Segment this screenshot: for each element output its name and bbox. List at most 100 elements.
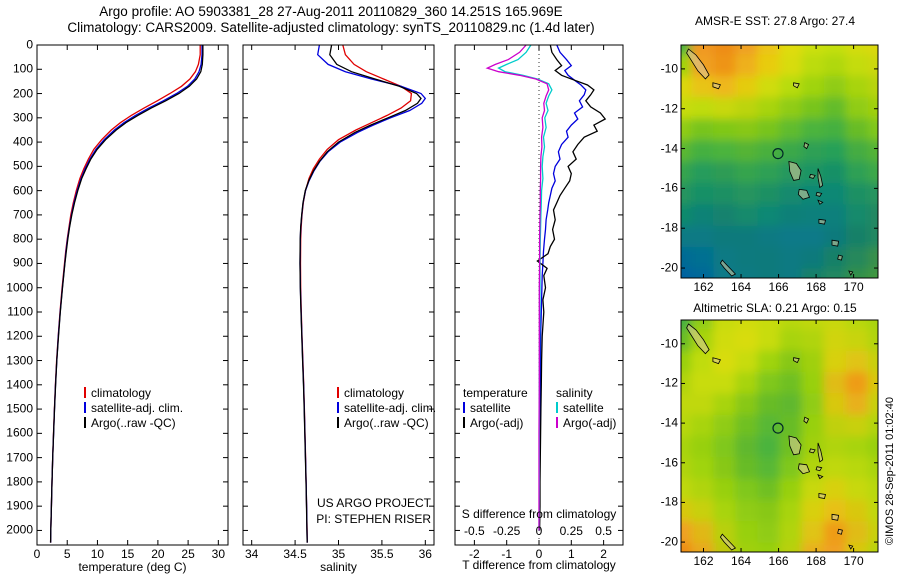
- tick-label: 200: [12, 86, 33, 101]
- satellite-t-line-marker: [463, 402, 465, 413]
- tick-label: 34.5: [283, 547, 307, 561]
- argo-position-marker: [772, 148, 784, 160]
- legend-label: Argo(-adj): [563, 416, 617, 430]
- island-outline: [712, 82, 721, 90]
- series-line-argo--adj-: [536, 44, 607, 531]
- tick-label: 300: [12, 110, 33, 125]
- island-outline: [803, 416, 810, 424]
- sla-map: [681, 320, 878, 552]
- tick-label: 1500: [6, 401, 33, 416]
- legend-difference-temperature-column: temperature satellite Argo(-adj): [463, 386, 528, 431]
- tick-label: 1400: [6, 377, 33, 392]
- legend-label: satellite-adj. clim.: [344, 401, 437, 415]
- tick-label: 400: [12, 134, 33, 149]
- tick-label: -0.5: [464, 524, 485, 538]
- figure-title-line1: Argo profile: AO 5903381_28 27-Aug-2011 …: [99, 4, 563, 19]
- island-outline: [837, 528, 843, 535]
- legend-temperature-panel: climatology satellite-adj. clim. Argo(..…: [84, 386, 183, 431]
- island-outline: [793, 357, 800, 364]
- legend-label: climatology: [91, 386, 152, 400]
- tick-label: 0: [535, 547, 543, 561]
- legend-column-header: temperature: [463, 386, 528, 400]
- tick-label: 30: [211, 547, 226, 561]
- island-outline: [712, 357, 721, 365]
- satellite-adj-line-marker: [84, 402, 86, 413]
- tick-label: -1: [501, 547, 513, 561]
- legend-item-argo-s: Argo(-adj): [556, 416, 616, 431]
- tick-label: -2: [469, 547, 480, 561]
- salinity-panel: [242, 44, 435, 546]
- legend-item-climatology: climatology: [84, 386, 183, 401]
- legend-salinity-panel: climatology satellite-adj. clim. Argo(..…: [337, 386, 436, 431]
- series-line-satellite: [497, 44, 553, 531]
- s-difference-axis-label: S difference from climatology: [461, 507, 617, 521]
- tick-label: 500: [12, 158, 33, 173]
- island-outline: [817, 442, 824, 463]
- series-line-argo---raw--qc-: [49, 45, 204, 543]
- sla-map-title: Altimetric SLA: 0.21 Argo: 0.15: [693, 301, 857, 315]
- tick-label: 36: [418, 547, 432, 561]
- island-outline: [788, 435, 802, 456]
- tick-label: -14: [660, 415, 678, 430]
- project-pi: PI: STEPHEN RISER: [316, 512, 431, 526]
- island-outline: [686, 48, 710, 80]
- island-outline: [686, 323, 710, 355]
- island-outline: [831, 513, 840, 521]
- legend-item-satellite-adj: satellite-adj. clim.: [84, 401, 183, 416]
- tick-label: 168: [806, 280, 827, 294]
- island-outline: [818, 218, 826, 225]
- tick-label: 35: [331, 547, 346, 561]
- tick-label: 164: [731, 554, 752, 568]
- tick-label: 1900: [6, 498, 33, 513]
- tick-label: 2000: [6, 522, 33, 537]
- sst-map: [681, 45, 878, 278]
- tick-label: -18: [660, 494, 678, 509]
- figure-title-line2: Climatology: CARS2009. Satellite-adjuste…: [67, 20, 595, 35]
- tick-label: 166: [768, 554, 789, 568]
- island-outline: [831, 239, 840, 247]
- map-frame: [680, 44, 879, 279]
- legend-label: satellite: [563, 401, 604, 415]
- tick-label: 5: [63, 547, 71, 561]
- tick-label: 170: [843, 554, 864, 568]
- tick-label: 700: [12, 207, 33, 222]
- tick-label: 35.5: [370, 547, 394, 561]
- island-outline: [815, 466, 823, 472]
- island-outline: [815, 191, 823, 197]
- tick-label: -18: [660, 220, 678, 235]
- climatology-line-marker: [84, 387, 86, 398]
- island-outline: [797, 463, 811, 475]
- tick-label: 15: [120, 547, 135, 561]
- climatology-line-marker: [337, 387, 339, 398]
- tick-label: 0.25: [559, 524, 583, 538]
- argo-raw-line-marker: [337, 417, 339, 428]
- argo-t-line-marker: [463, 417, 465, 428]
- tick-label: 166: [768, 280, 789, 294]
- tick-label: -12: [660, 101, 678, 116]
- tick-label: 1000: [6, 280, 33, 295]
- tick-label: -20: [660, 260, 678, 275]
- legend-item-satellite-adj: satellite-adj. clim.: [337, 401, 436, 416]
- t-difference-axis-label: T difference from climatology: [462, 558, 616, 572]
- island-outline: [793, 82, 800, 89]
- tick-label: 162: [693, 280, 714, 294]
- tick-label: 1: [567, 547, 575, 561]
- tick-label: 0: [535, 524, 543, 538]
- tick-label: -16: [660, 455, 678, 470]
- series-line-argo--adj-: [485, 44, 550, 531]
- tick-label: 1600: [6, 425, 33, 440]
- temperature-axis-label: temperature (deg C): [78, 560, 187, 574]
- island-outline: [788, 160, 802, 181]
- argo-s-line-marker: [556, 417, 558, 428]
- sst-map-title: AMSR-E SST: 27.8 Argo: 27.4: [694, 14, 856, 28]
- tick-label: -10: [660, 61, 678, 76]
- tick-label: 0: [26, 37, 33, 52]
- island-outline: [848, 544, 854, 550]
- island-outline: [803, 142, 810, 150]
- series-line-argo---raw--qc-: [299, 44, 422, 543]
- legend-item-argo-t: Argo(-adj): [463, 416, 528, 431]
- island-outline: [817, 473, 824, 480]
- island-outline: [818, 493, 826, 499]
- argo-raw-line-marker: [84, 417, 86, 428]
